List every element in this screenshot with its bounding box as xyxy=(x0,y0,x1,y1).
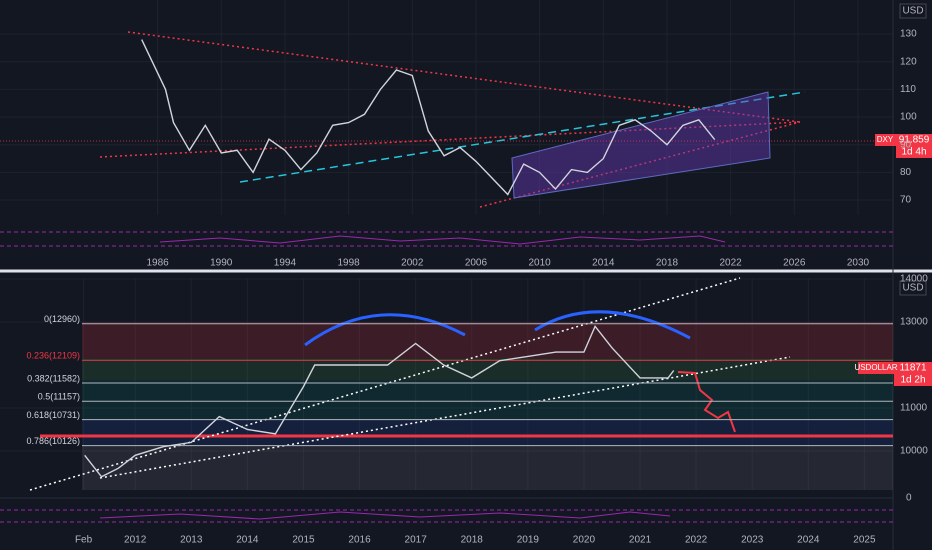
x-tick-label: 1986 xyxy=(146,258,169,269)
arc xyxy=(534,310,691,340)
x-tick-label: 2006 xyxy=(465,258,488,269)
symbol-tag xyxy=(875,134,896,146)
x-tick-label: 1994 xyxy=(274,258,297,269)
x-tick-label: 2020 xyxy=(573,535,596,546)
fib-zone xyxy=(82,420,893,445)
y-tick-label: 90 xyxy=(900,139,912,150)
x-tick-label: 2021 xyxy=(629,535,652,546)
x-tick-label: 2030 xyxy=(847,258,870,269)
x-tick-label: 2017 xyxy=(405,535,428,546)
y-tick-label: 100 xyxy=(900,112,917,123)
x-tick-label: 2014 xyxy=(592,258,615,269)
fib-label: 0.5(11157) xyxy=(38,392,80,402)
symbol: DXY xyxy=(877,135,894,144)
y-tick-label: 130 xyxy=(900,29,917,40)
trend-line xyxy=(127,31,801,123)
y-tick-label: 110 xyxy=(900,84,916,95)
trend-line xyxy=(239,91,806,183)
x-tick-label: 2026 xyxy=(783,258,806,269)
fib-label: 0.236(12109) xyxy=(26,351,80,361)
y-tick-label: 13000 xyxy=(900,317,928,328)
fib-zone xyxy=(82,445,893,490)
last-price: 11871 xyxy=(899,363,927,374)
price-tag xyxy=(896,134,932,158)
fib-zone xyxy=(82,322,893,358)
fib-zone xyxy=(82,380,893,420)
trend-line xyxy=(99,121,801,158)
x-tick-label: 1998 xyxy=(337,258,360,269)
y-tick-label: 80 xyxy=(900,167,912,178)
currency[interactable]: USD xyxy=(902,6,923,17)
x-tick-label: 2012 xyxy=(124,535,147,546)
oscillator xyxy=(99,511,671,520)
x-tick-label: 2019 xyxy=(517,535,540,546)
countdown: 1d 2h xyxy=(900,375,925,386)
y-tick-label: 10000 xyxy=(900,446,928,457)
x-tick-label: Feb xyxy=(75,535,93,546)
x-tick-label: 1990 xyxy=(210,258,233,269)
currency[interactable]: USD xyxy=(902,283,923,294)
x-tick-label: 2016 xyxy=(348,535,371,546)
x-tick-label: 2014 xyxy=(236,535,259,546)
fib-label: 0(12960) xyxy=(44,314,80,324)
x-tick-label: 2025 xyxy=(853,535,876,546)
x-tick-label: 2002 xyxy=(401,258,424,269)
bottom-annotations xyxy=(0,277,893,523)
fib-label: 0.382(11582) xyxy=(27,373,80,383)
x-tick-label: 2022 xyxy=(685,535,708,546)
projection xyxy=(677,371,736,433)
oscillator xyxy=(159,235,726,245)
fib-label: 0.618(10731) xyxy=(26,410,80,420)
x-tick-label: 2024 xyxy=(797,535,820,546)
last-price: 91.859 xyxy=(899,135,930,146)
symbol-tag xyxy=(858,362,894,374)
currency-box[interactable] xyxy=(899,280,927,296)
top-annotations xyxy=(0,31,893,247)
arc xyxy=(304,313,466,347)
symbol: USDOLLAR xyxy=(854,363,897,372)
price-line xyxy=(141,39,716,196)
fib-label: 0.786(10126) xyxy=(26,436,80,446)
price-tag xyxy=(894,362,932,386)
y-tick-label: 120 xyxy=(900,56,917,67)
trend-line xyxy=(29,277,741,491)
oscillator-zero: 0 xyxy=(906,493,912,504)
x-tick-label: 2018 xyxy=(656,258,679,269)
y-tick-label: 11000 xyxy=(900,403,928,414)
countdown: 1d 4h xyxy=(901,147,926,158)
x-tick-label: 2018 xyxy=(461,535,484,546)
y-tick-label: 70 xyxy=(900,195,912,206)
x-tick-label: 2023 xyxy=(741,535,764,546)
x-tick-label: 2010 xyxy=(528,258,551,269)
y-tick-label: 14000 xyxy=(900,274,928,285)
x-tick-label: 2022 xyxy=(720,258,743,269)
trend-line xyxy=(99,356,791,479)
x-tick-label: 2015 xyxy=(292,535,315,546)
price-line xyxy=(84,324,675,478)
trend-line xyxy=(479,121,801,208)
x-tick-label: 2013 xyxy=(180,535,203,546)
currency-box[interactable] xyxy=(899,3,927,19)
